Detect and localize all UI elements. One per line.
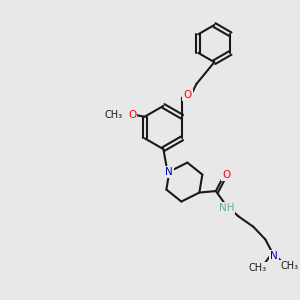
Text: NH: NH — [219, 203, 234, 213]
Text: O: O — [128, 110, 136, 120]
Text: O: O — [222, 170, 230, 180]
Text: CH₃: CH₃ — [104, 110, 123, 120]
Text: O: O — [183, 89, 191, 100]
Text: CH₃: CH₃ — [248, 263, 267, 273]
Text: N: N — [270, 251, 278, 261]
Text: CH₃: CH₃ — [280, 261, 298, 271]
Text: N: N — [166, 167, 173, 177]
